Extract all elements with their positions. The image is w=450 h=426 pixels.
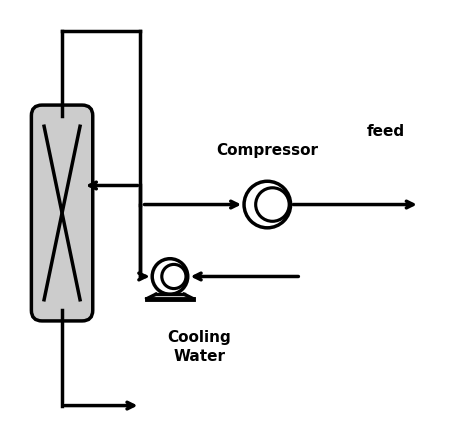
Text: Compressor: Compressor [216,143,318,158]
Text: Cooling
Water: Cooling Water [168,330,231,364]
Text: feed: feed [367,124,405,139]
FancyBboxPatch shape [32,105,93,321]
